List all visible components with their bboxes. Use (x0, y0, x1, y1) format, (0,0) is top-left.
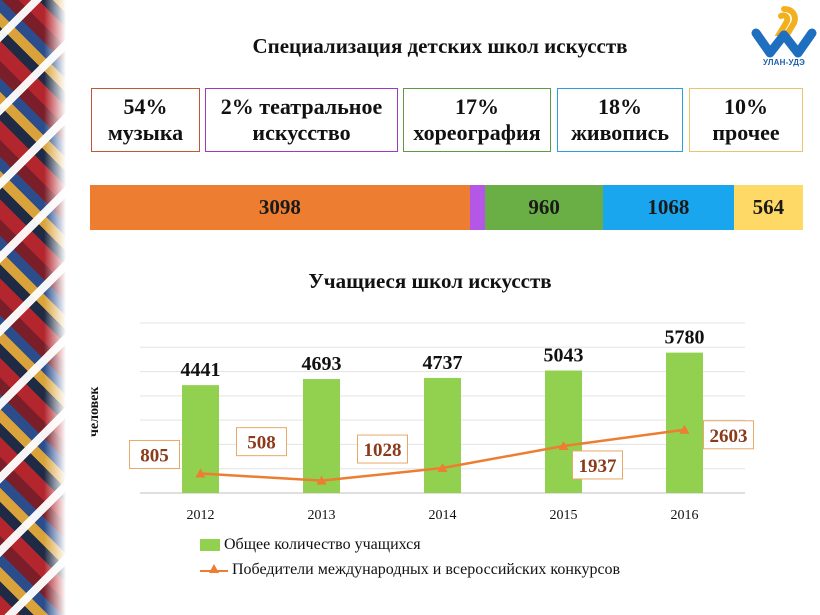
logo-caption: УЛАН-УДЭ (762, 58, 806, 67)
x-tick-label: 2016 (671, 508, 699, 523)
category-name: музыка (107, 120, 184, 145)
bar-data-label: 4693 (302, 353, 342, 375)
line-label-box (129, 439, 180, 469)
category-name: искусство (252, 120, 351, 145)
line-label-box (572, 450, 623, 480)
chart-title: Учащиеся школ искусств (308, 269, 552, 293)
category-box-other: 10% прочее (689, 88, 803, 152)
bar-data-label: 4441 (181, 359, 221, 381)
category-box-theatre: 2% театральное искусство (205, 88, 398, 152)
slide-title: Специализация детских школ искусств (252, 34, 628, 58)
line-label-box (703, 420, 754, 450)
stack-segment (469, 185, 486, 230)
line-data-label: 2603 (710, 426, 748, 447)
legend-item-bars: Общее количество учащихся (200, 534, 620, 556)
category-box-music: 54% музыка (91, 88, 200, 152)
line-marker (316, 475, 327, 485)
line-marker (437, 463, 448, 473)
line-marker (195, 468, 206, 478)
legend-label: Общее количество учащихся (224, 536, 421, 553)
category-box-painting: 18% живопись (557, 88, 683, 152)
category-name: прочее (712, 120, 780, 145)
bar (303, 379, 340, 493)
line-marker (679, 424, 690, 434)
line-data-label: 1028 (364, 440, 402, 461)
category-percent: 2% театральное (220, 94, 383, 119)
x-tick-label: 2015 (550, 508, 578, 523)
line-data-label: 508 (247, 433, 276, 454)
category-percent: 54% (123, 94, 168, 119)
x-tick-label: 2014 (429, 508, 457, 523)
stack-segment: 564 (733, 185, 803, 230)
line-label-box (357, 434, 408, 464)
category-percent: 10% (724, 94, 768, 119)
stack-segment: 960 (485, 185, 603, 230)
stack-segment: 1068 (602, 185, 734, 230)
bar (424, 377, 461, 493)
bar-data-label: 5043 (544, 345, 584, 367)
legend-bar-swatch (200, 539, 220, 551)
x-tick-label: 2012 (187, 508, 215, 523)
bar (666, 352, 703, 493)
line-marker (558, 440, 569, 450)
category-percent: 18% (598, 94, 642, 119)
stacked-bar: 3098 960 1068 564 (90, 185, 803, 230)
line-label-box (236, 427, 287, 457)
ornament-border (0, 0, 66, 615)
category-name: хореография (413, 120, 541, 145)
category-percent: 17% (455, 94, 499, 119)
legend-item-line: Победители международных и всероссийских… (200, 559, 620, 581)
category-box-choreography: 17% хореография (403, 88, 551, 152)
line-data-label: 805 (140, 445, 169, 466)
stack-segment: 3098 (90, 185, 470, 230)
city-logo (751, 6, 817, 58)
line-data-label: 1937 (579, 456, 618, 477)
x-tick-label: 2013 (308, 508, 336, 523)
bar-data-label: 5780 (665, 327, 705, 349)
category-name: живопись (570, 120, 670, 145)
bar-data-label: 4737 (423, 352, 463, 374)
legend-line-swatch (200, 564, 228, 576)
chart-legend: Общее количество учащихся Победители меж… (200, 534, 620, 584)
legend-label: Победители международных и всероссийских… (232, 561, 621, 578)
